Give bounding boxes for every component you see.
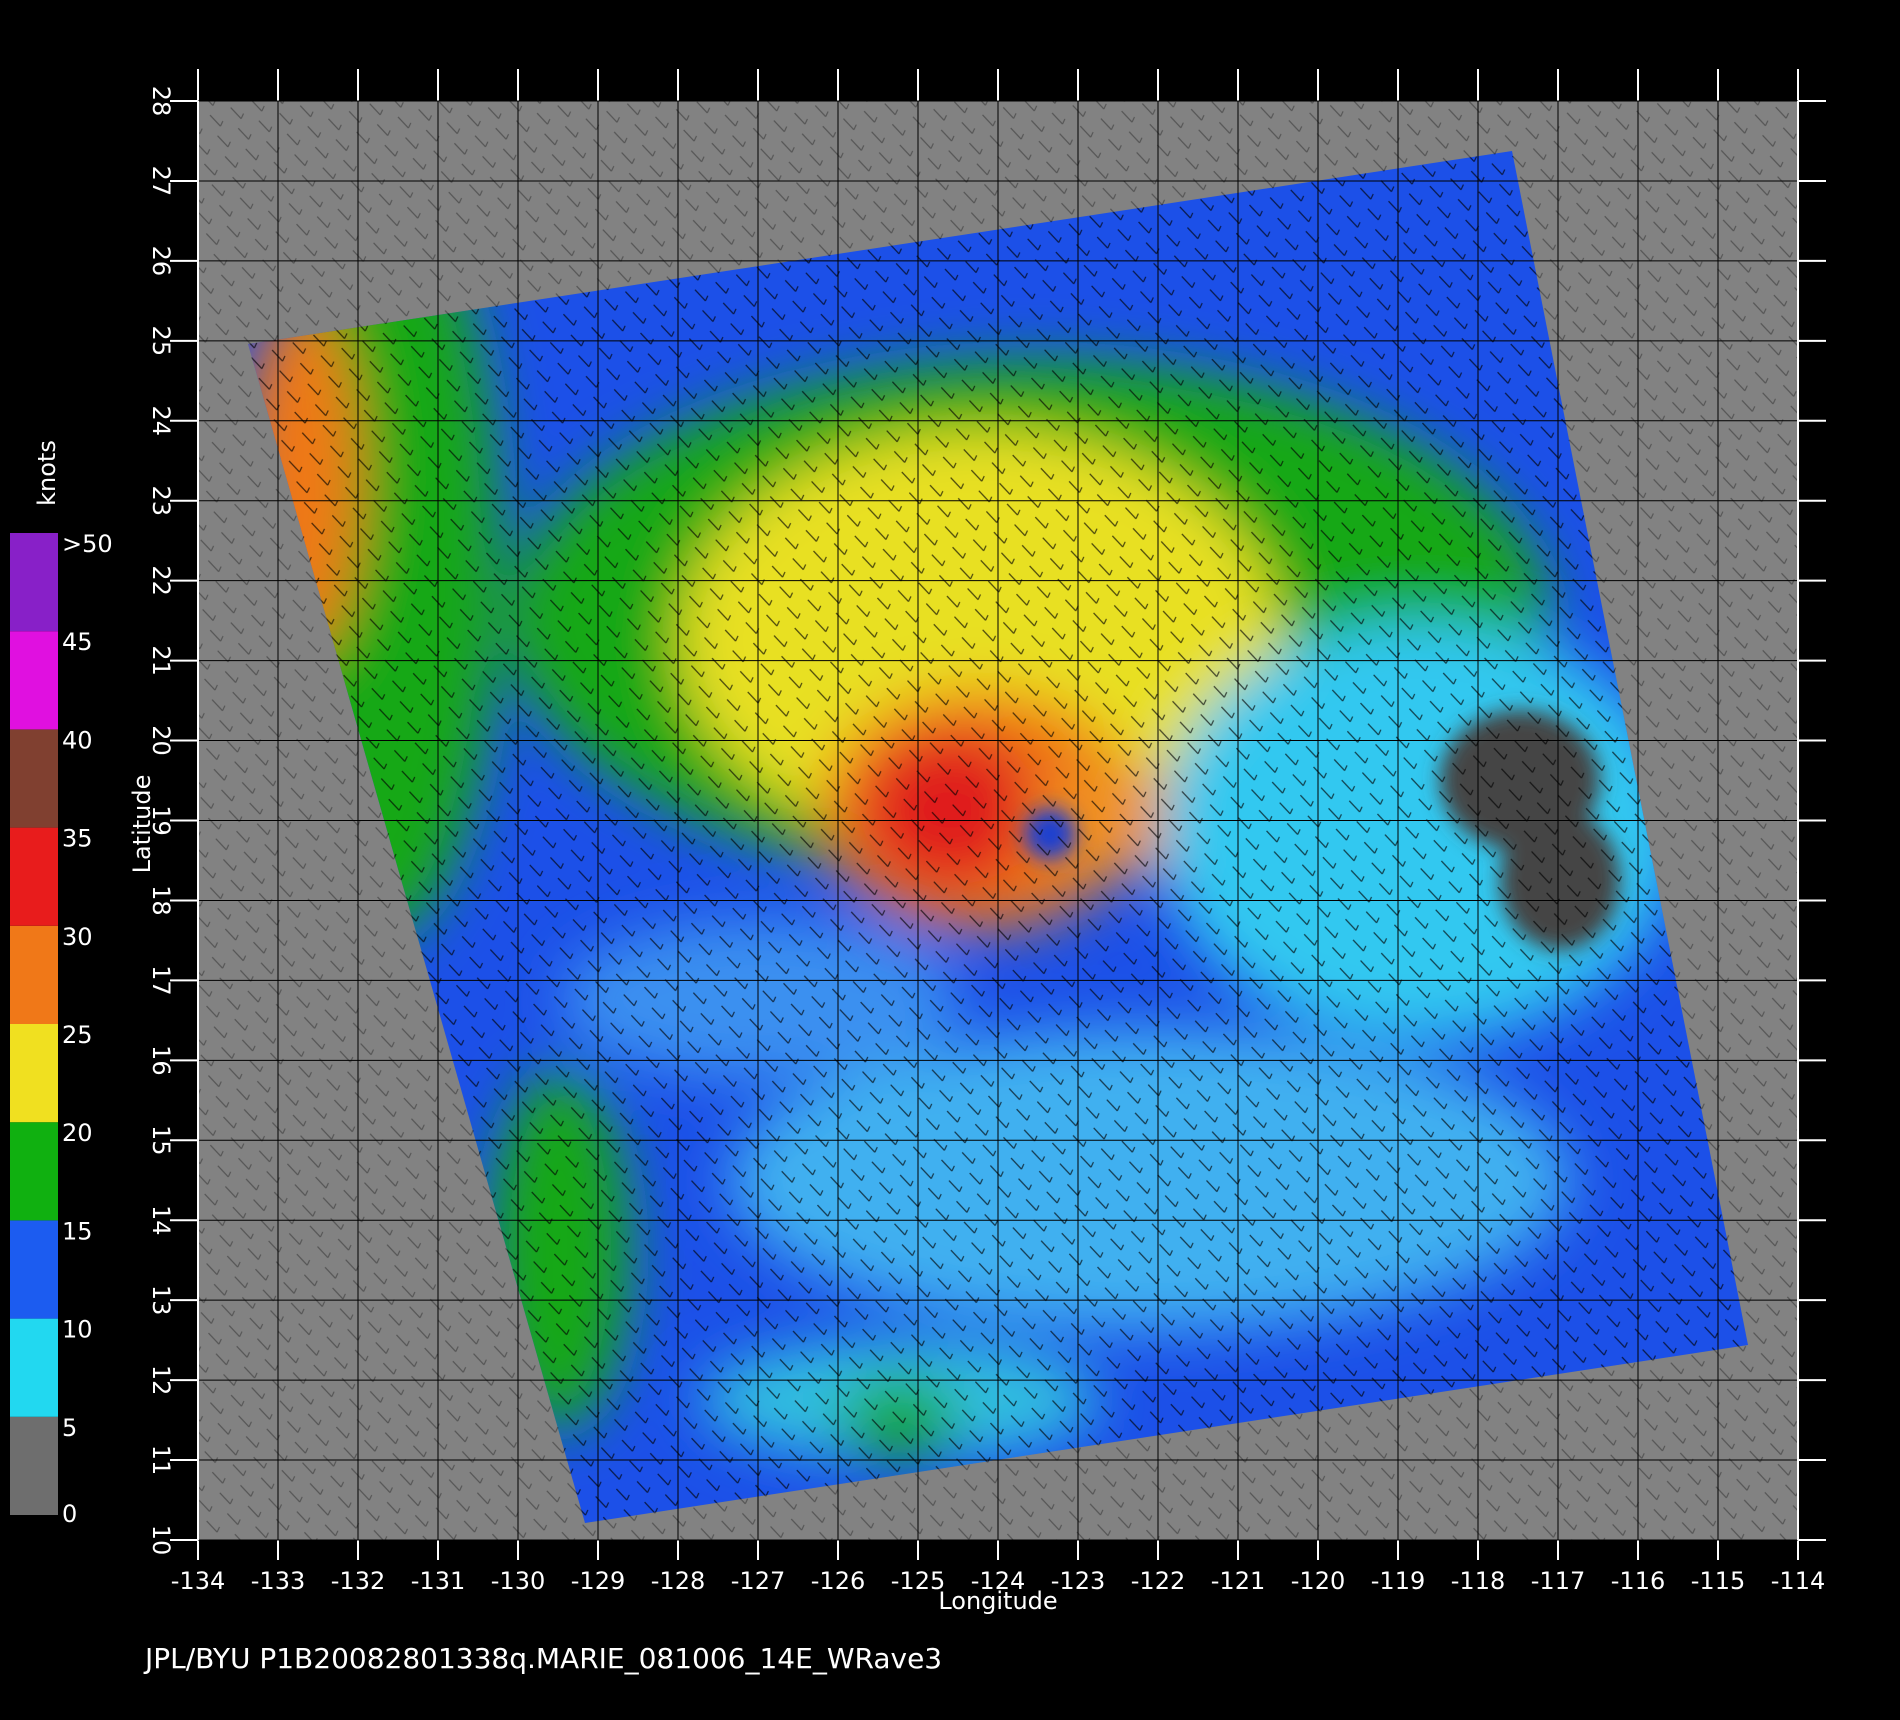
y-tick-label: 19 [147, 805, 175, 836]
colorbar-tick-label: >50 [62, 530, 113, 558]
y-tick-label: 25 [147, 326, 175, 357]
x-tick-label: -127 [731, 1567, 785, 1595]
y-tick-label: 28 [147, 86, 175, 117]
x-tick-label: -129 [571, 1567, 625, 1595]
y-tick-label: 12 [147, 1365, 175, 1396]
colorbar-segment [10, 1024, 58, 1123]
x-tick-label: -134 [171, 1567, 225, 1595]
colorbar-segment [10, 1220, 58, 1319]
x-tick-label: -122 [1131, 1567, 1185, 1595]
footer: JPL/BYU P1B20082801338q.MARIE_081006_14E… [143, 1642, 942, 1675]
x-tick-label: -116 [1611, 1567, 1665, 1595]
x-tick-label: -128 [651, 1567, 705, 1595]
y-tick-label: 15 [147, 1125, 175, 1156]
colorbar-tick-label: 5 [62, 1414, 77, 1442]
x-tick-label: -126 [811, 1567, 865, 1595]
colorbar-segment [10, 925, 58, 1024]
colorbar-tick-label: 0 [62, 1500, 77, 1528]
x-tick-label: -117 [1531, 1567, 1585, 1595]
colorbar-segment [10, 1318, 58, 1417]
colorbar-tick-label: 20 [62, 1119, 93, 1147]
y-tick-label: 22 [147, 565, 175, 596]
y-tick-label: 21 [147, 645, 175, 676]
y-tick-label: 24 [147, 406, 175, 437]
y-tick-label: 13 [147, 1285, 175, 1316]
colorbar-segment [10, 827, 58, 926]
x-tick-label: -119 [1371, 1567, 1425, 1595]
colorbar-segment [10, 631, 58, 730]
colorbar-tick-label: 10 [62, 1316, 93, 1344]
colorbar-tick-label: 40 [62, 726, 93, 754]
x-tick-label: -125 [891, 1567, 945, 1595]
y-axis-label: Latitude [128, 775, 156, 874]
x-axis-label: Longitude [938, 1587, 1057, 1615]
y-tick-label: 20 [147, 725, 175, 756]
x-tick-label: -124 [971, 1567, 1025, 1595]
y-tick-label: 10 [147, 1525, 175, 1556]
colorbar-segment [10, 1122, 58, 1221]
y-tick-label: 27 [147, 166, 175, 197]
y-tick-label: 18 [147, 885, 175, 916]
colorbar-tick-label: 15 [62, 1217, 93, 1245]
colorbar-segment [10, 1416, 58, 1515]
x-tick-label: -114 [1771, 1567, 1825, 1595]
x-tick-label: -121 [1211, 1567, 1265, 1595]
x-tick-label: -131 [411, 1567, 465, 1595]
x-tick-label: -118 [1451, 1567, 1505, 1595]
x-tick-label: -120 [1291, 1567, 1345, 1595]
colorbar-tick-label: 25 [62, 1021, 93, 1049]
colorbar-tick-label: 30 [62, 923, 93, 951]
colorbar-tick-label: 35 [62, 825, 93, 853]
x-tick-label: -132 [331, 1567, 385, 1595]
colorbar-segment [10, 533, 58, 632]
colorbar-tick-label: 45 [62, 628, 93, 656]
x-tick-label: -130 [491, 1567, 545, 1595]
colorbar-segment [10, 729, 58, 828]
y-tick-label: 26 [147, 246, 175, 277]
x-tick-label: -115 [1691, 1567, 1745, 1595]
colorbar-title: knots [33, 440, 61, 506]
y-tick-label: 11 [147, 1445, 175, 1476]
y-tick-label: 23 [147, 485, 175, 516]
y-tick-label: 17 [147, 965, 175, 996]
x-tick-label: -133 [251, 1567, 305, 1595]
y-tick-label: 16 [147, 1045, 175, 1076]
y-tick-label: 14 [147, 1205, 175, 1236]
x-tick-label: -123 [1051, 1567, 1105, 1595]
